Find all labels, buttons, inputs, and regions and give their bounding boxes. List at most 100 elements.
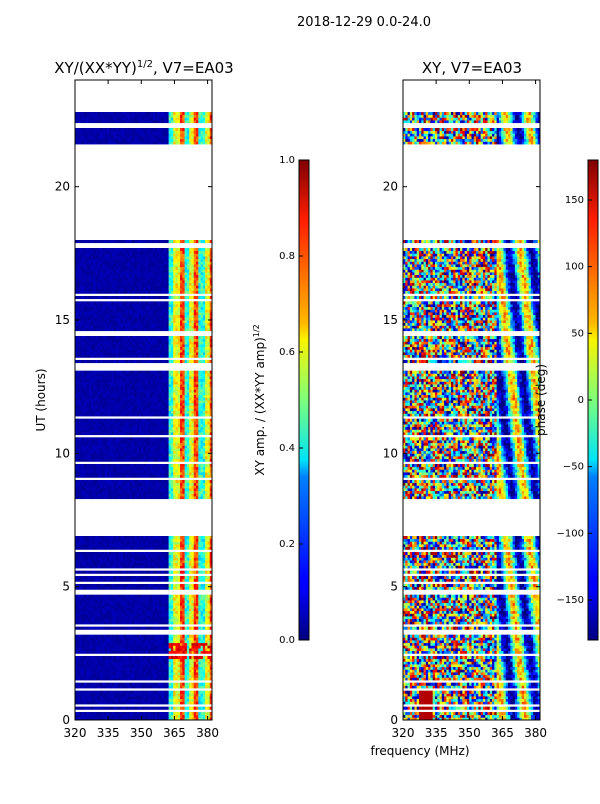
panel1-cell [150,544,154,548]
panel1-cell [193,490,197,494]
panel1-cell [173,642,176,646]
panel1-cell [90,474,94,478]
panel1-cell [102,642,106,646]
panel1-cell [182,693,185,697]
panel1-cell [129,488,133,492]
panel1-cell [157,597,160,601]
panel1-cell [134,480,138,484]
panel1-cell [86,432,90,436]
panel1-cell [152,538,156,542]
panel1-cell [75,424,78,428]
panel1-cell [152,650,156,654]
panel1-cell [200,485,204,489]
panel1-cell [173,541,176,545]
panel1-cell [113,674,117,678]
panel1-cell [97,642,101,646]
panel1-cell [141,674,144,678]
panel1-cell [132,469,135,473]
panel1-cell [111,450,115,454]
panel1-cell [182,429,185,433]
panel1-cell [164,554,167,558]
panel1-cell [173,706,176,710]
panel1-cell [191,698,195,702]
panel1-cell [97,424,101,428]
panel1-cell [125,656,128,660]
panel1-cell [77,541,80,545]
panel1-cell [84,426,87,430]
panel1-cell [200,701,204,705]
panel1-cell [88,488,92,492]
panel1-cell [196,626,199,630]
panel1-cell [141,618,144,622]
panel1-cell [191,714,195,718]
panel1-cell [104,685,108,689]
panel1-cell [118,706,122,710]
panel1-cell [113,429,117,433]
panel1-cell [125,645,128,649]
panel1-cell [202,602,206,606]
panel1-cell [88,544,92,548]
panel1-cell [77,424,80,428]
panel1-cell [170,642,174,646]
panel1-cell [173,608,176,612]
panel1-cell [136,565,140,569]
panel1-cell [150,642,154,646]
panel1-cell [125,693,128,697]
panel1-cell [200,472,204,476]
panel1-cell [175,677,179,681]
panel1-cell [189,637,192,641]
panel1-cell [207,656,211,660]
panel1-cell [141,490,144,494]
panel1-cell [125,696,128,700]
panel1-cell [154,544,158,548]
panel1-cell [132,560,135,564]
panel1-cell [143,616,147,620]
panel1-cell [154,717,158,721]
panel1-cell [136,538,140,542]
panel1-cell [152,594,156,598]
panel1-cell [182,565,185,569]
panel1-cell [102,544,106,548]
panel1-cell [170,432,174,436]
panel1-cell [102,429,106,433]
panel1-cell [198,418,201,422]
panel1-cell [143,600,147,604]
panel1-cell [196,642,199,646]
panel1-cell [209,432,213,436]
panel1-cell [111,696,115,700]
panel1-cell [154,712,158,716]
panel1-cell [136,552,140,556]
panel1-cell [90,696,94,700]
panel1-cell [102,445,106,449]
panel1-cell [164,648,167,652]
panel1-cell [102,661,106,665]
panel1-cell [125,717,128,721]
panel1-cell [100,586,103,590]
panel1-cell [81,693,85,697]
panel1-cell [186,717,190,721]
panel1-cell [196,560,199,564]
panel1-cell [90,536,94,540]
panel1-cell [125,432,128,436]
panel1-cell [200,693,204,697]
panel1-cell [180,712,183,716]
panel1-cell [177,418,181,422]
panel1-cell [129,634,133,638]
panel1-cell [81,562,85,566]
panel1-cell [81,616,85,620]
panel1-cell [84,682,87,686]
panel1-cell [100,421,103,425]
panel1-cell [113,610,117,614]
panel1-cell [154,432,158,436]
panel1-cell [157,642,160,646]
panel1-cell [193,634,197,638]
panel1-cell [125,584,128,588]
panel1-cell [129,445,133,449]
panel1-cell [170,541,174,545]
panel1-cell [164,613,167,617]
panel1-cell [127,656,131,660]
panel1-cell [136,536,140,540]
panel1-cell [196,485,199,489]
panel1-cell [170,714,174,718]
panel1-cell [186,685,190,689]
